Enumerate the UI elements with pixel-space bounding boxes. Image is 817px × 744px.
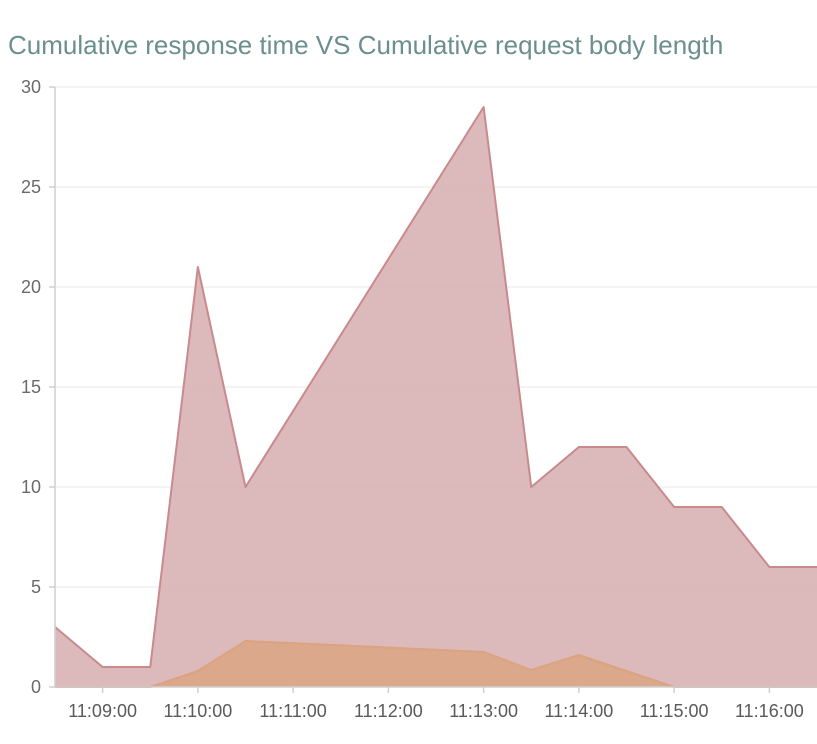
x-tick-label: 11:12:00 <box>354 701 423 721</box>
y-tick-label: 20 <box>21 277 41 297</box>
y-tick-label: 30 <box>21 77 41 97</box>
series-1-line <box>54 106 817 668</box>
y-tick-label: 10 <box>21 477 41 497</box>
y-tick-label: 5 <box>31 577 41 597</box>
series-2-line <box>55 640 817 688</box>
series-1-area <box>55 107 817 687</box>
x-tick-label: 11:16:00 <box>735 701 804 721</box>
y-tick-label: 0 <box>31 677 41 697</box>
x-tick-label: 11:15:00 <box>640 701 709 721</box>
chart-title: Cumulative response time VS Cumulative r… <box>8 30 724 60</box>
series-2-area <box>55 641 817 687</box>
x-tick-label: 11:11:00 <box>259 701 326 721</box>
x-tick-label: 11:14:00 <box>545 701 614 721</box>
x-tick-label: 11:10:00 <box>164 701 233 721</box>
x-tick-label: 11:13:00 <box>449 701 518 721</box>
y-tick-label: 15 <box>21 377 41 397</box>
x-tick-label: 11:09:00 <box>68 701 137 721</box>
y-tick-label: 25 <box>21 177 41 197</box>
